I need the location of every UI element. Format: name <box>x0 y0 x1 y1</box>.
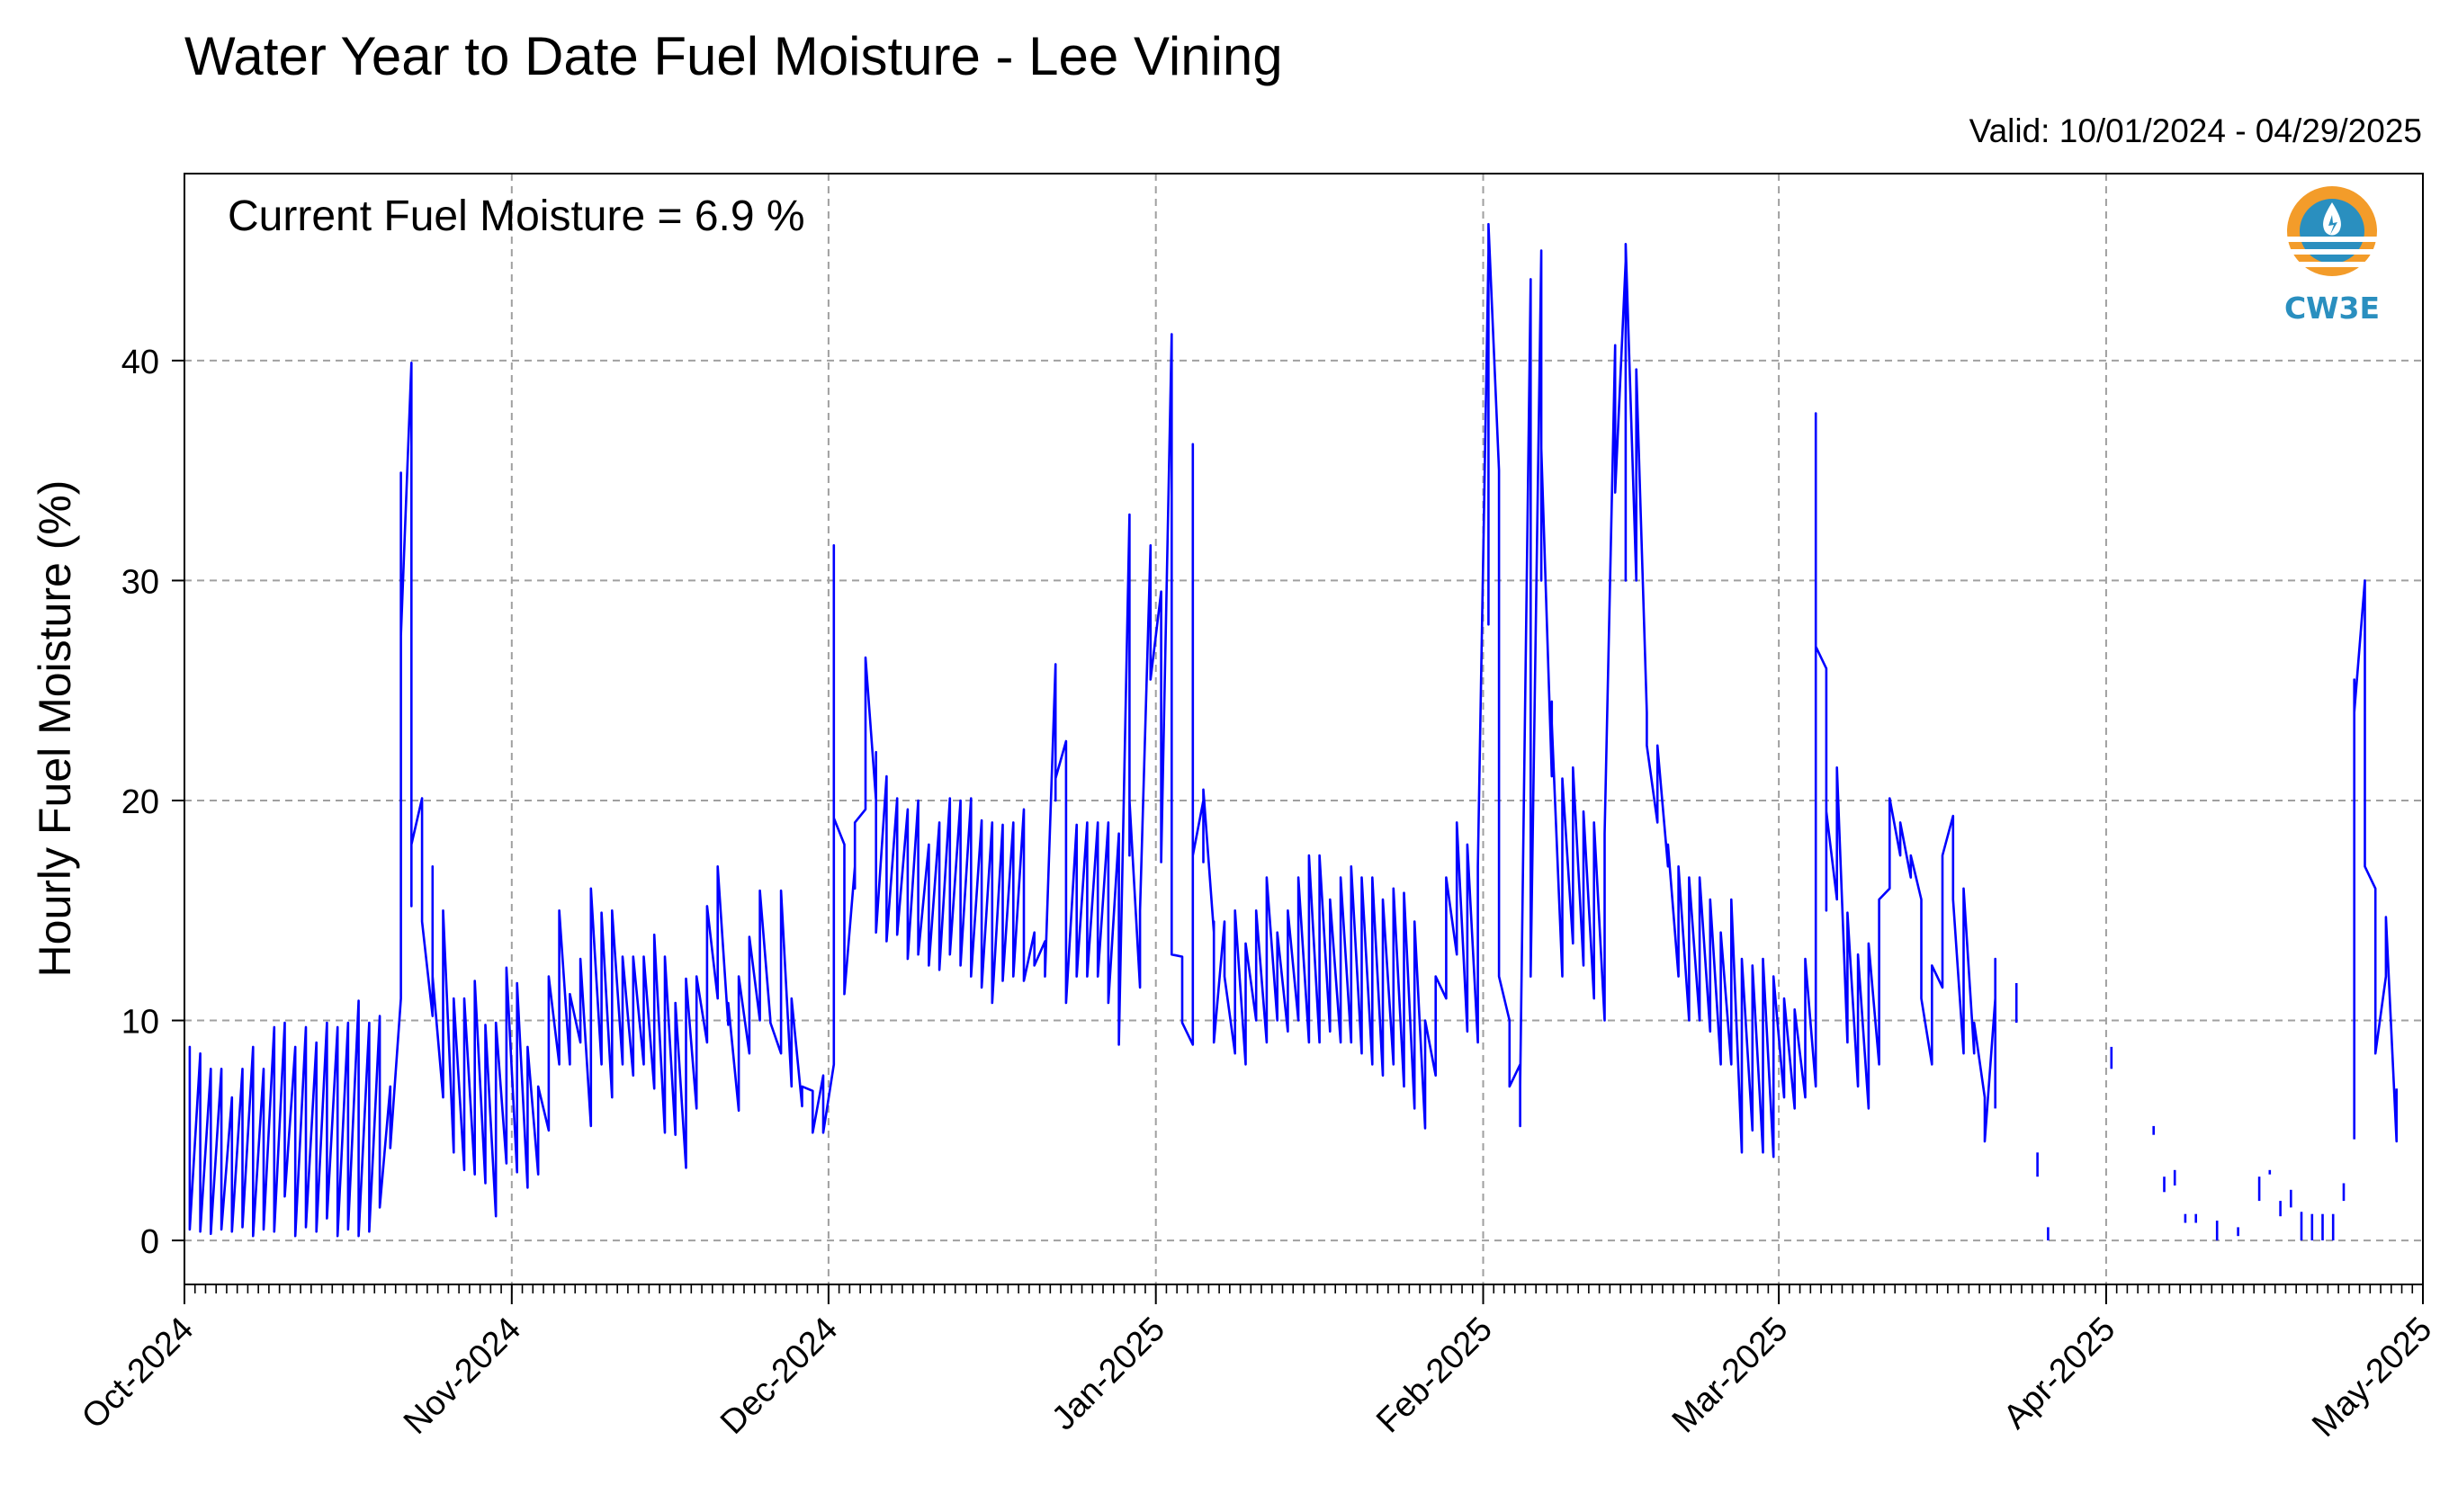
y-tick-label: 10 <box>121 1004 159 1042</box>
y-tick-label: 30 <box>121 563 159 601</box>
y-axis-label: Hourly Fuel Moisture (%) <box>30 480 80 978</box>
x-tick-label: Dec-2024 <box>713 1311 845 1442</box>
cw3e-logo-text: CW3E <box>2283 291 2381 326</box>
x-tick-label: Apr-2025 <box>1996 1311 2122 1436</box>
y-axis: 0 10 20 30 40 <box>121 344 184 1261</box>
current-fuel-moisture-annotation: Current Fuel Moisture = 6.9 % <box>228 192 805 240</box>
x-axis: Oct-2024 Nov-2024 Dec-2024 Jan-2025 Feb-2025… <box>75 1284 2439 1445</box>
y-tick-label: 20 <box>121 783 159 821</box>
x-tick-label: Oct-2024 <box>75 1311 201 1436</box>
y-tick-label: 0 <box>140 1223 159 1261</box>
cw3e-logo-icon <box>2287 186 2377 276</box>
valid-date-range: Valid: 10/01/2024 - 04/29/2025 <box>1969 112 2422 149</box>
x-tick-label: Feb-2025 <box>1369 1311 1500 1441</box>
series-line-segment <box>2353 579 2398 1143</box>
x-tick-label: Jan-2025 <box>1045 1311 1172 1438</box>
series-line-segment <box>188 222 1996 1238</box>
cw3e-logo: CW3E <box>2269 184 2395 328</box>
y-tick-label: 40 <box>121 344 159 381</box>
grid-lines <box>184 174 2423 1284</box>
x-tick-label: Mar-2025 <box>1665 1311 1796 1441</box>
chart-title: Water Year to Date Fuel Moisture - Lee V… <box>184 26 1283 86</box>
fuel-moisture-series <box>188 222 2398 1241</box>
x-tick-label: May-2025 <box>2305 1311 2439 1445</box>
x-tick-label: Nov-2024 <box>397 1311 528 1442</box>
plot-frame <box>184 173 2424 1285</box>
